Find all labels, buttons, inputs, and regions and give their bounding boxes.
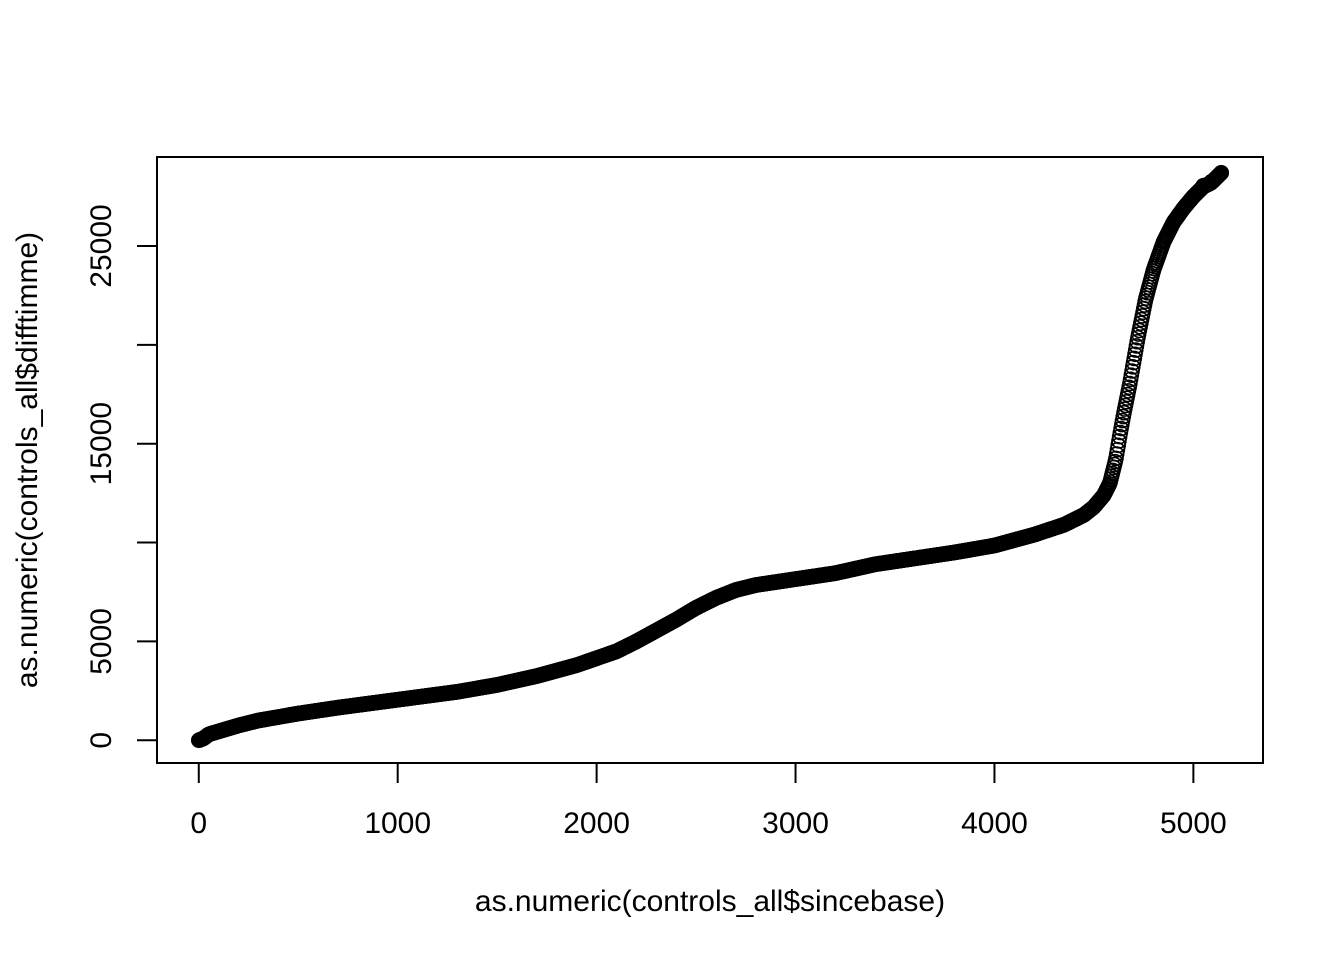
x-tick-label: 4000 [961, 807, 1028, 840]
points-layer [190, 165, 1230, 749]
y-axis-title: as.numeric(controls_all$difftimme) [11, 232, 44, 688]
x-tick-label: 5000 [1160, 807, 1227, 840]
x-tick-label: 3000 [762, 807, 829, 840]
x-tick-label: 1000 [364, 807, 431, 840]
x-axis-title: as.numeric(controls_all$sincebase) [475, 885, 945, 918]
data-point [1213, 165, 1230, 181]
x-tick-label: 2000 [563, 807, 630, 840]
x-axis: 0 1000 2000 3000 4000 5000 [190, 762, 1227, 840]
plot-frame [156, 156, 1264, 764]
x-tick-label: 0 [190, 807, 207, 840]
y-tick-label: 25000 [85, 204, 118, 287]
data-point [1203, 173, 1220, 190]
y-tick-label: 15000 [85, 402, 118, 485]
y-axis: 0 5000 15000 25000 [85, 204, 158, 749]
y-tick-label: 5000 [85, 608, 118, 675]
data-point [1195, 177, 1212, 194]
y-tick-label: 0 [85, 732, 118, 749]
